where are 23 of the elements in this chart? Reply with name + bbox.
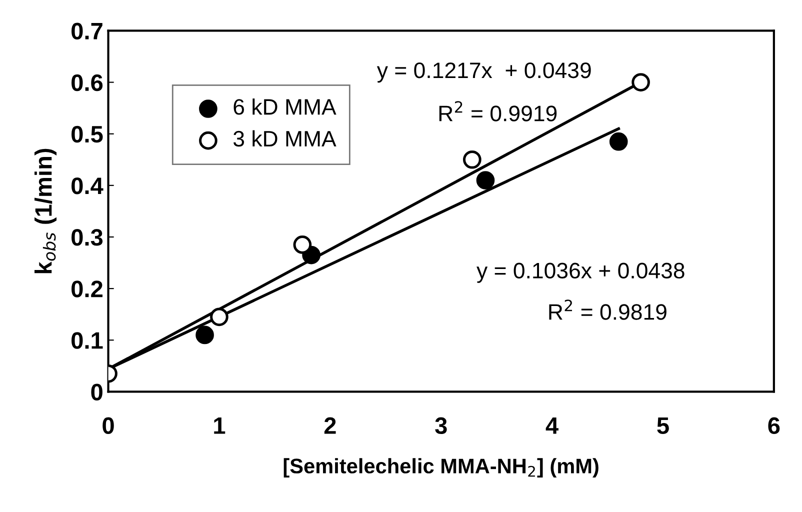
x-axis-title: [Semitelechelic MMA-NH$_{2}$] (mM) [284,458,598,478]
annotation: y = 0.1217x + 0.0439 [376,62,591,83]
annotation: R$^{2}$ = 0.9919 [439,101,557,122]
x-tick-label: 0 [102,417,114,434]
y-tick-label: 0.2 [72,280,102,298]
y-tick-label: 0.5 [72,126,103,143]
x-tick-label: 1 [214,418,226,434]
legend-label: 6 kD MMA [234,98,336,115]
y-tick-label: 0.7 [72,22,102,40]
legend-label: 3 kD MMA [233,130,336,147]
annotation: y = 0.1036x + 0.0438 [476,262,684,283]
x-tick-label: 6 [768,417,780,434]
y-tick-label: 0.6 [72,74,103,92]
y-axis-title: k$_{obs}$ (1/min) [34,148,57,274]
y-tick-label: 0.4 [72,177,104,194]
y-tick-label: 0.3 [72,229,103,246]
y-tick-label: 0.1 [72,332,103,349]
x-tick-label: 4 [546,418,558,434]
x-tick-label: 2 [324,417,336,434]
x-tick-label: 5 [657,418,669,434]
y-tick-label: 0 [91,384,102,400]
x-tick-label: 3 [435,417,447,434]
annotation: R$^{2}$ = 0.9819 [549,300,666,320]
